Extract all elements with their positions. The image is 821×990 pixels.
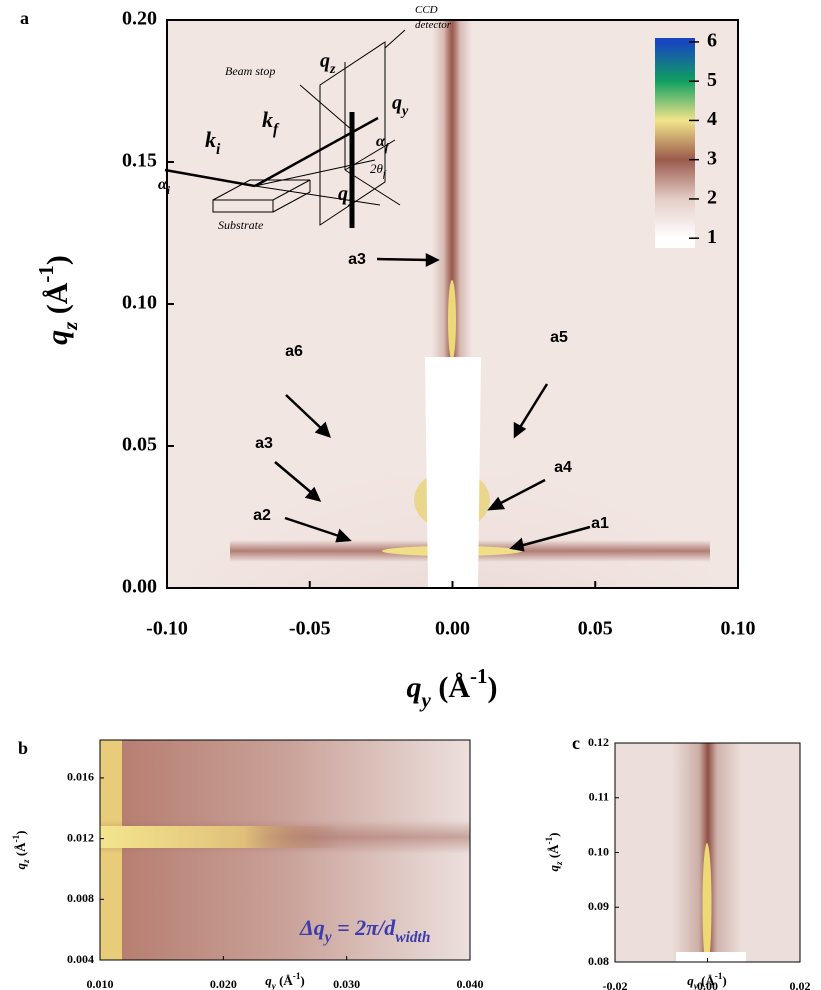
label-part: (Å	[698, 973, 716, 988]
label-part: q	[392, 92, 402, 114]
label-part: (Å	[431, 671, 470, 704]
rich-label: qz (Å-1)	[11, 831, 31, 870]
x-tick-label: 0.010	[87, 977, 114, 990]
label-part: )	[41, 255, 74, 265]
panel-label: c	[572, 733, 580, 753]
x-tick-label: 0.05	[578, 618, 613, 640]
x-tick-label: 0.020	[210, 977, 237, 990]
label-part: x	[347, 195, 355, 210]
rich-label: Substrate	[218, 218, 264, 232]
label-part: detector	[415, 19, 452, 31]
label-part: -1	[34, 265, 58, 283]
label-part: (Å	[276, 973, 294, 988]
y-tick-label: 0.09	[588, 899, 609, 913]
annotation: a3	[348, 251, 366, 268]
label-part: )	[722, 973, 726, 988]
label-part: Substrate	[218, 218, 264, 232]
colorbar-tick-label: 3	[707, 147, 717, 169]
colorbar-tick-label: 6	[707, 30, 717, 52]
label-part: )	[487, 671, 497, 704]
label-part: Δq	[299, 915, 325, 940]
x-tick-label: -0.05	[289, 618, 331, 640]
label-part: y	[323, 929, 332, 946]
colorbar	[655, 38, 695, 248]
rich-label: CCD	[415, 4, 438, 16]
x-tick-label: -0.02	[603, 979, 628, 990]
label-part: k	[205, 127, 216, 152]
x-tick-label: 0.00	[435, 618, 470, 640]
label-part: 2θ	[370, 161, 384, 176]
rich-label: Beam stop	[225, 64, 275, 78]
annotation: a3	[255, 435, 273, 452]
y-tick-label: 0.15	[122, 150, 157, 172]
label-part: = 2π/d	[332, 915, 397, 940]
rich-label: qz (Å-1)	[34, 255, 82, 345]
colorbar-tick-label: 2	[707, 187, 717, 209]
y-tick-label: 0.10	[122, 292, 157, 314]
x-tick-label: 0.02	[790, 979, 811, 990]
colorbar-tick-label: 1	[707, 226, 717, 248]
label-part: q	[338, 183, 348, 205]
heatmap-a	[167, 20, 738, 848]
x-tick-label: -0.10	[146, 618, 188, 640]
y-tick-label: 0.008	[67, 891, 94, 905]
label-part: (Å	[546, 844, 561, 862]
label-part: Beam stop	[225, 64, 275, 78]
x-tick-label: 0.10	[721, 618, 756, 640]
figure: -0.10 -0.05 0.00 0.05 0.10 0.00 0.05 0.10 0.15 0.…	[0, 0, 821, 990]
y-tick-label: 0.20	[122, 8, 157, 30]
label-part: q	[320, 50, 330, 72]
rich-label: qy (Å-1)	[265, 971, 304, 990]
rich-label: qz (Å-1)	[544, 833, 564, 872]
label-part: CCD	[415, 4, 438, 16]
label-part: width	[395, 929, 430, 946]
y-tick-label: 0.08	[588, 954, 609, 968]
y-tick-label: 0.11	[589, 790, 609, 804]
heatmap-c	[615, 743, 800, 967]
colorbar-tick-label: 5	[707, 69, 717, 91]
colorbar-tick-label: 4	[707, 108, 717, 130]
label-part: i	[216, 141, 221, 158]
label-part: )	[300, 973, 304, 988]
rich-label: qy (Å-1)	[407, 664, 498, 712]
annotation: a6	[285, 343, 303, 360]
y-tick-label: 0.05	[122, 434, 157, 456]
y-tick-label: 0.004	[67, 952, 94, 966]
annotation: a2	[253, 507, 271, 524]
label-part: (Å	[13, 842, 28, 860]
label-part: q	[407, 671, 422, 704]
panel-label: a	[20, 8, 29, 28]
label-part: k	[262, 107, 273, 132]
label-part: (Å	[41, 282, 74, 321]
y-tick-label: 0.12	[588, 735, 609, 749]
label-part: y	[400, 104, 409, 119]
label-part: q	[41, 330, 74, 345]
label-part: z	[329, 62, 336, 77]
annotation: a5	[550, 329, 568, 346]
annotation: a4	[554, 459, 572, 476]
panel-label: b	[18, 738, 28, 758]
y-tick-label: 0.012	[67, 830, 94, 844]
x-tick-label: 0.040	[457, 977, 484, 990]
heatmap-b	[100, 740, 470, 960]
page: -0.10 -0.05 0.00 0.05 0.10 0.00 0.05 0.10 0.15 0.…	[0, 0, 821, 990]
annotation: a1	[591, 515, 609, 532]
rich-label: detector	[415, 19, 452, 31]
x-tick-label: 0.030	[333, 977, 360, 990]
rich-label: qy (Å-1)	[687, 971, 726, 990]
label-part: -1	[470, 664, 488, 688]
y-tick-label: 0.00	[122, 576, 157, 598]
y-tick-label: 0.10	[588, 844, 609, 858]
y-tick-label: 0.016	[67, 770, 94, 784]
label-part: )	[13, 831, 28, 835]
label-part: )	[546, 833, 561, 837]
